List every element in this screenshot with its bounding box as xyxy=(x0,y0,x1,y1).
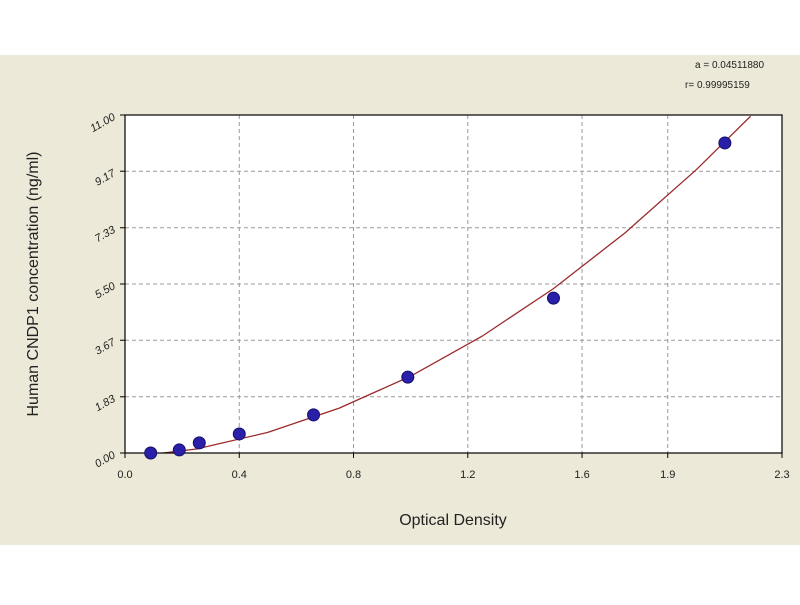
data-point xyxy=(401,370,415,384)
data-point xyxy=(546,291,560,305)
data-point xyxy=(172,443,186,457)
data-point xyxy=(718,136,732,150)
data-point xyxy=(232,427,246,441)
x-tick-label: 1.6 xyxy=(574,469,589,481)
marks xyxy=(157,115,752,453)
annotation: r= 0.99995159 xyxy=(685,80,750,91)
x-tick-label: 0.4 xyxy=(232,469,247,481)
x-tick-label: 0.8 xyxy=(346,469,361,481)
x-tick-label: 0.0 xyxy=(117,469,132,481)
y-axis-label: Human CNDP1 concentration (ng/ml) xyxy=(25,152,42,417)
x-axis-label: Optical Density xyxy=(399,512,507,529)
fit-curve xyxy=(157,115,752,453)
data-point xyxy=(192,436,206,450)
x-tick-label: 2.3 xyxy=(774,469,789,481)
data-point xyxy=(144,446,158,460)
x-tick-label: 1.2 xyxy=(460,469,475,481)
data-point xyxy=(307,408,321,422)
x-tick-label: 1.9 xyxy=(660,469,675,481)
annotation: a = 0.04511880 xyxy=(695,60,764,71)
